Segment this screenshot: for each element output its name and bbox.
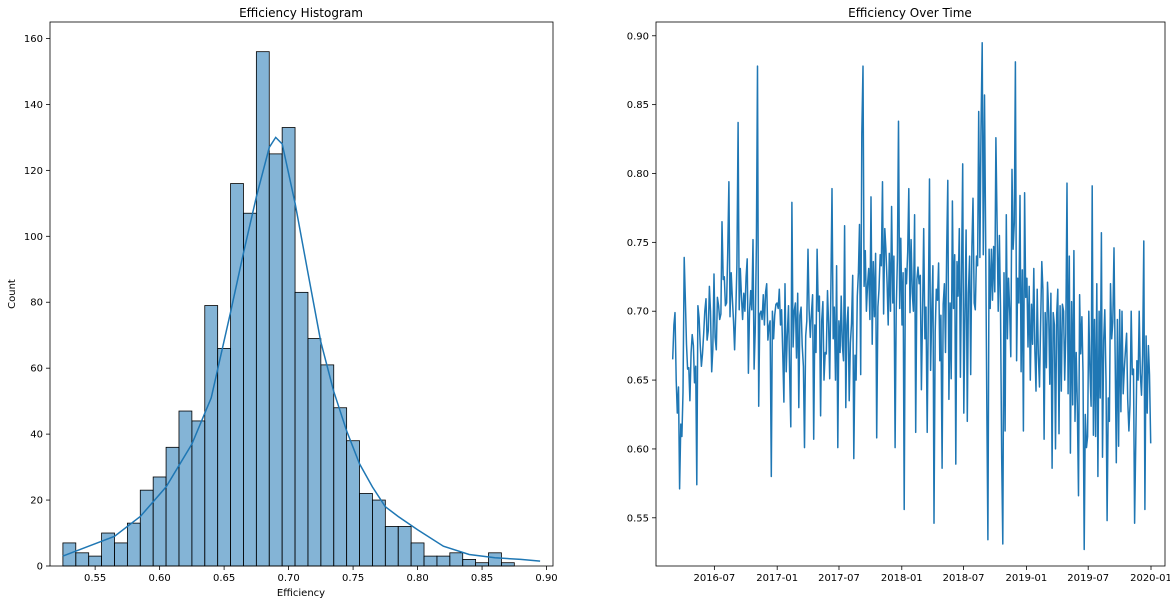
- histogram-x-ticks: 0.55 0.60 0.65 0.70 0.75 0.80 0.85 0.90: [84, 566, 558, 584]
- histogram-chart: Efficiency Histogram 0.55 0.60 0.65 0.70 0.7…: [7, 6, 558, 599]
- x-tick-label: 2019-01: [1006, 573, 1048, 584]
- histogram-x-label: Efficiency: [277, 588, 325, 599]
- y-tick-label: 100: [24, 232, 43, 243]
- y-tick-label: 0.55: [627, 513, 649, 524]
- x-tick-label: 2016-07: [693, 573, 735, 584]
- y-tick-label: 0.85: [627, 100, 649, 111]
- x-tick-label: 2018-07: [943, 573, 985, 584]
- histogram-bar: [359, 493, 373, 567]
- x-tick-label: 0.55: [84, 573, 106, 584]
- histogram-bar: [410, 542, 425, 567]
- histogram-bar: [307, 338, 322, 567]
- histogram-bar: [88, 555, 102, 567]
- y-tick-label: 0.65: [627, 376, 649, 387]
- x-tick-label: 0.80: [406, 573, 428, 584]
- histogram-bar: [255, 51, 270, 567]
- y-tick-label: 20: [30, 496, 43, 507]
- histogram-bar: [178, 410, 193, 567]
- histogram-axes-frame: [49, 21, 554, 567]
- histogram-bar: [165, 446, 180, 567]
- histogram-bar: [139, 489, 154, 567]
- histogram-bar: [423, 555, 438, 567]
- histogram-bar: [75, 552, 90, 567]
- histogram-bar: [501, 562, 515, 567]
- histogram-bar: [230, 183, 244, 567]
- y-tick-label: 160: [24, 34, 43, 45]
- histogram-bar: [126, 522, 141, 567]
- y-tick-label: 0.80: [627, 169, 649, 180]
- histogram-bar: [333, 407, 348, 567]
- histogram-bar: [397, 526, 412, 567]
- x-tick-label: 0.65: [213, 573, 235, 584]
- x-tick-label: 2017-07: [818, 573, 860, 584]
- x-tick-label: 2019-07: [1067, 573, 1109, 584]
- x-tick-label: 0.85: [471, 573, 493, 584]
- timeseries-chart: Efficiency Over Time 2016-07 2017-01 2017-…: [627, 6, 1170, 584]
- histogram-bar: [62, 542, 77, 567]
- histogram-bar: [372, 499, 386, 567]
- histogram-bar: [475, 562, 489, 567]
- histogram-bar: [268, 153, 283, 567]
- x-tick-label: 0.70: [277, 573, 299, 584]
- histogram-bar: [101, 532, 115, 567]
- x-tick-label: 0.75: [342, 573, 364, 584]
- y-tick-label: 0.60: [627, 444, 649, 455]
- histogram-bar: [243, 212, 257, 567]
- histogram-bar: [152, 476, 167, 567]
- histogram-y-label: Count: [7, 279, 18, 309]
- histogram-title: Efficiency Histogram: [239, 6, 363, 20]
- histogram-y-ticks: 0 20 40 60 80 100 120 140 160: [24, 34, 50, 573]
- kde-curve: [62, 136, 541, 562]
- histogram-bars: [62, 51, 515, 567]
- y-tick-label: 60: [30, 364, 43, 375]
- y-tick-label: 0.75: [627, 238, 649, 249]
- timeseries-x-ticks: 2016-07 2017-01 2017-07 2018-01 2018-07 2019-…: [693, 566, 1170, 584]
- x-tick-label: 0.90: [535, 573, 557, 584]
- y-tick-label: 0.70: [627, 307, 649, 318]
- timeseries-y-ticks: 0.55 0.60 0.65 0.70 0.75 0.80 0.85 0.90: [627, 31, 656, 524]
- histogram-bar: [320, 364, 335, 567]
- y-tick-label: 140: [24, 100, 43, 111]
- histogram-bar: [488, 552, 502, 567]
- timeseries-axes-frame: [655, 21, 1166, 567]
- histogram-bar: [294, 291, 309, 567]
- y-tick-label: 80: [30, 298, 43, 309]
- x-tick-label: 0.60: [148, 573, 170, 584]
- histogram-bar: [217, 347, 231, 567]
- histogram-bar: [384, 526, 399, 567]
- efficiency-series-line: [671, 41, 1152, 551]
- histogram-bar: [436, 555, 451, 567]
- x-tick-label: 2018-01: [881, 573, 923, 584]
- timeseries-title: Efficiency Over Time: [848, 6, 972, 20]
- histogram-bar: [191, 420, 206, 567]
- histogram-bar: [462, 559, 477, 567]
- x-tick-label: 2017-01: [756, 573, 798, 584]
- y-tick-label: 120: [24, 166, 43, 177]
- histogram-bar: [204, 305, 219, 567]
- y-tick-label: 40: [30, 430, 43, 441]
- x-tick-label: 2020-01: [1130, 573, 1170, 584]
- y-tick-label: 0.90: [627, 31, 649, 42]
- histogram-bar: [114, 542, 128, 567]
- histogram-bar: [449, 552, 464, 567]
- y-tick-label: 0: [37, 562, 43, 573]
